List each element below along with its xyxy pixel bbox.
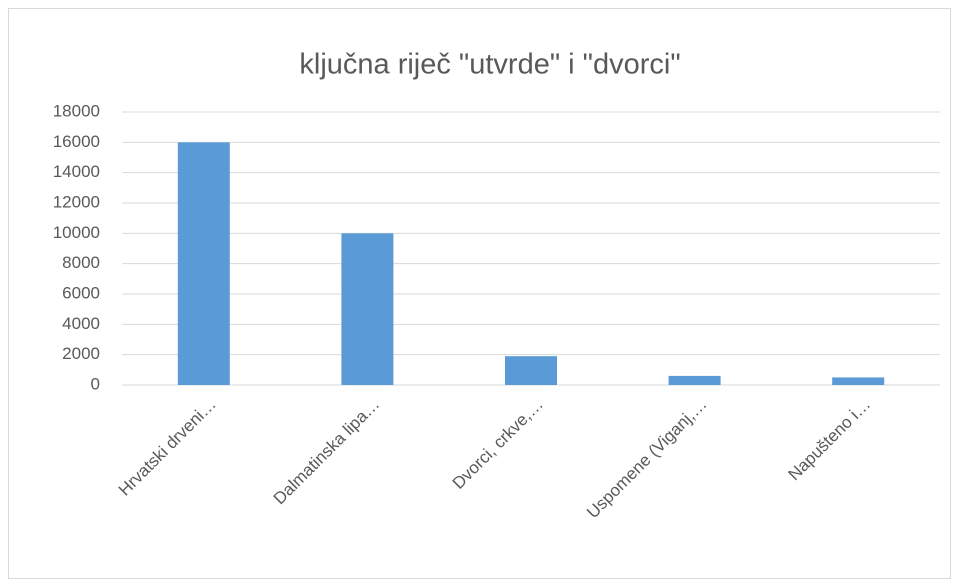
y-tick-label: 16000 (53, 132, 100, 151)
bar (832, 377, 885, 385)
y-tick-label: 4000 (62, 314, 100, 333)
y-tick-label: 0 (91, 374, 100, 393)
bar (668, 375, 721, 385)
bar (341, 233, 394, 385)
y-tick-label: 12000 (53, 192, 100, 211)
y-tick-label: 14000 (53, 162, 100, 181)
y-tick-label: 8000 (62, 253, 100, 272)
bar (505, 356, 557, 385)
y-tick-label: 2000 (62, 344, 100, 363)
bar (177, 142, 230, 385)
chart-title: ključna riječ "utvrde" i "dvorci" (299, 49, 680, 81)
y-tick-label: 18000 (53, 101, 100, 120)
y-tick-label: 6000 (62, 283, 100, 302)
y-tick-label: 10000 (53, 223, 100, 242)
